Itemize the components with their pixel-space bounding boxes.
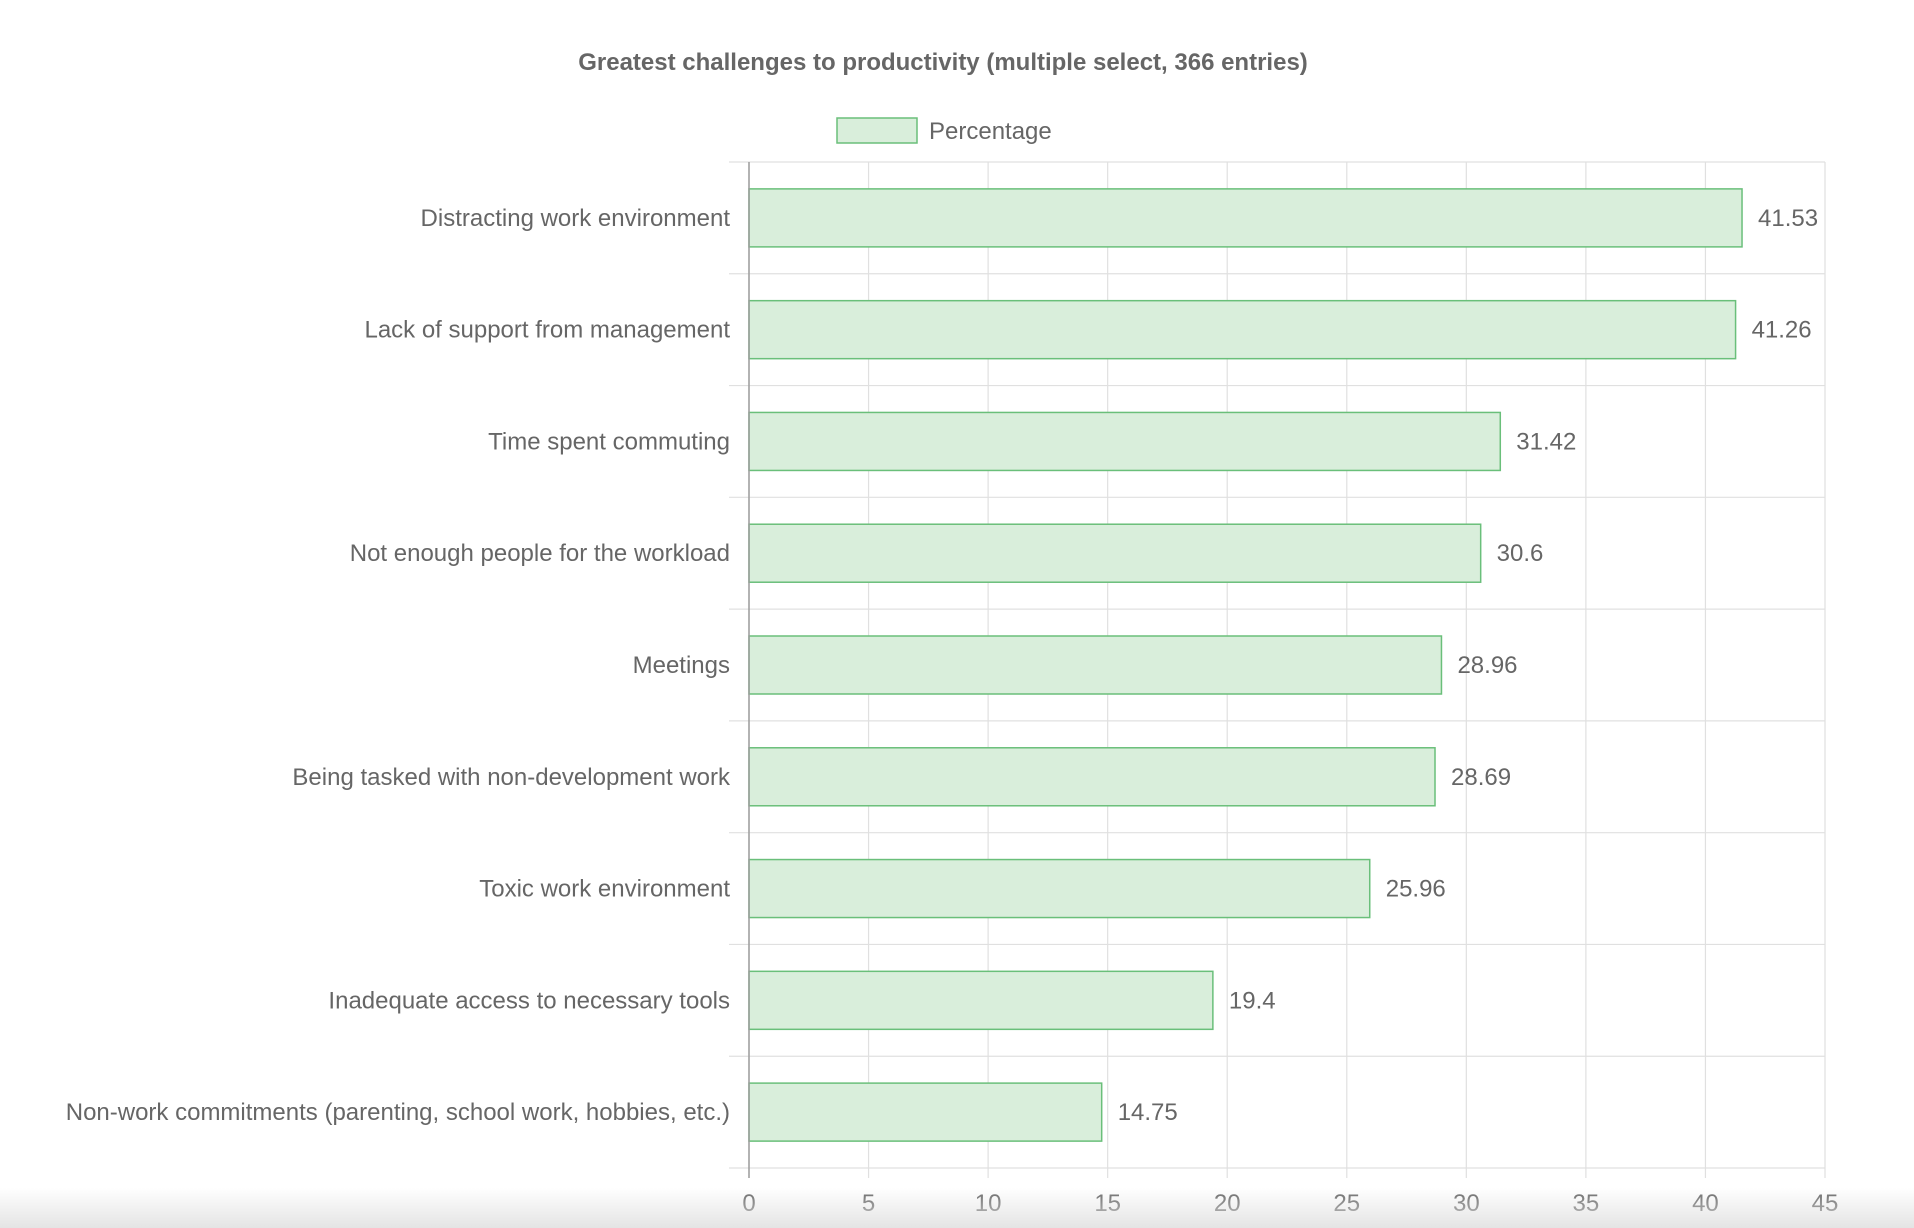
x-tick-label: 15 [1094,1190,1121,1217]
bar[interactable] [748,411,1502,472]
category-label: Inadequate access to necessary tools [328,987,730,1014]
x-tick-label: 45 [1812,1190,1839,1217]
bar[interactable] [748,1082,1103,1142]
bar[interactable] [748,858,1371,919]
bar[interactable] [748,188,1743,248]
bar[interactable] [748,635,1443,695]
category-label: Being tasked with non-development work [292,764,731,791]
legend-swatch [836,117,918,144]
x-tick-label: 35 [1573,1190,1600,1217]
data-label: 28.96 [1457,652,1517,679]
category-label: Meetings [633,652,730,679]
category-label: Non-work commitments (parenting, school … [66,1099,730,1126]
x-tick-label: 30 [1453,1190,1480,1217]
legend[interactable]: Percentage [836,117,1052,145]
data-label: 25.96 [1386,876,1446,903]
x-tick-label: 20 [1214,1190,1241,1217]
data-label: 31.42 [1516,428,1576,455]
category-label: Not enough people for the workload [350,540,730,567]
x-tick-label: 25 [1333,1190,1360,1217]
category-label: Toxic work environment [479,876,730,903]
data-label: 30.6 [1497,540,1544,567]
chart-title: Greatest challenges to productivity (mul… [578,49,1308,76]
labels: 0 5 10 15 20 25 30 35 40 45 Distracting work envir… [66,205,1839,1217]
x-tick-label: 40 [1692,1190,1719,1217]
data-label: 14.75 [1118,1099,1178,1126]
data-label: 41.26 [1752,317,1812,344]
data-label: 19.4 [1229,987,1276,1014]
bars [748,188,1743,1142]
bar[interactable] [748,523,1482,583]
category-label: Time spent commuting [488,428,730,455]
data-label: 28.69 [1451,764,1511,791]
x-tick-label: 10 [975,1190,1002,1217]
bar[interactable] [748,747,1436,807]
bar[interactable] [748,299,1737,360]
bar[interactable] [748,970,1214,1031]
x-tick-label: 5 [862,1190,875,1217]
data-label: 41.53 [1758,205,1818,232]
category-label: Lack of support from management [364,317,730,344]
category-label: Distracting work environment [421,205,731,232]
x-tick-label: 0 [742,1190,755,1217]
legend-label: Percentage [929,118,1052,145]
